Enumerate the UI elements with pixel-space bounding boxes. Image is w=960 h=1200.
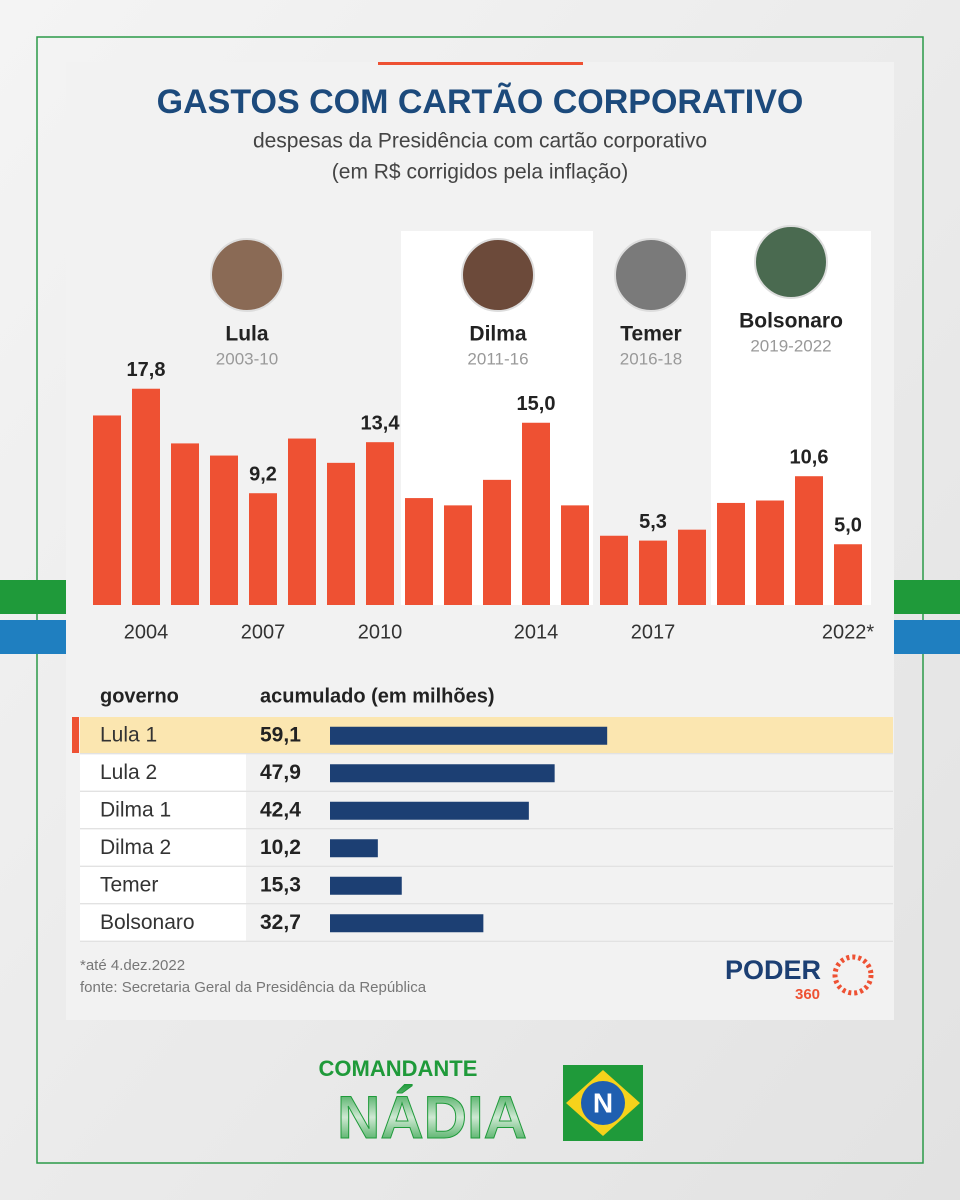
bar bbox=[132, 388, 160, 605]
x-tick-label: 2010 bbox=[358, 621, 403, 643]
plot: Lula 2003-10 Dilma 2011-16 Temer 2016-18 Bolso… bbox=[72, 225, 893, 942]
value-label: 32,7 bbox=[260, 911, 301, 934]
value-label: 10,2 bbox=[260, 836, 301, 859]
value-label: 42,4 bbox=[260, 798, 301, 821]
bar bbox=[330, 839, 378, 858]
bar bbox=[171, 443, 199, 605]
logo: PODER bbox=[725, 955, 821, 985]
value-label: 9,2 bbox=[249, 464, 277, 486]
subtitle: despesas da Presidência com cartão corpo… bbox=[253, 130, 707, 153]
accent bbox=[378, 62, 583, 65]
x-tick-label: 2017 bbox=[631, 621, 676, 643]
president-name: Temer bbox=[620, 323, 681, 346]
value-label: 10,6 bbox=[790, 446, 829, 468]
row-label: Dilma 2 bbox=[100, 836, 171, 859]
x-tick-label: 2014 bbox=[514, 621, 559, 643]
bar bbox=[330, 914, 484, 933]
bar bbox=[330, 764, 555, 783]
bar bbox=[444, 505, 472, 605]
brand-badge: N bbox=[593, 1087, 613, 1118]
bar bbox=[561, 505, 589, 605]
president-name: Bolsonaro bbox=[739, 310, 843, 333]
bar bbox=[330, 876, 402, 895]
name-cell bbox=[80, 754, 246, 791]
logo-mark bbox=[832, 954, 874, 996]
brand-flag bbox=[581, 1081, 625, 1125]
value-label: 5,3 bbox=[639, 511, 667, 533]
value-label: 5,0 bbox=[834, 515, 862, 537]
x-tick-label: 2022* bbox=[822, 621, 874, 643]
row-label: Bolsonaro bbox=[100, 911, 195, 934]
president-photo bbox=[614, 238, 688, 312]
bar bbox=[756, 500, 784, 605]
logo-sub: 360 bbox=[795, 986, 820, 1003]
name-cell bbox=[80, 867, 246, 903]
president-photo bbox=[461, 238, 535, 312]
footnote: *até 4.dez.2022 bbox=[80, 957, 185, 974]
bar bbox=[678, 529, 706, 605]
x-tick-label: 2004 bbox=[124, 621, 169, 643]
bar bbox=[639, 540, 667, 605]
president-photo bbox=[210, 238, 284, 312]
stripe bbox=[0, 620, 70, 654]
stripe bbox=[890, 620, 960, 654]
stripe bbox=[0, 580, 70, 614]
bar bbox=[717, 502, 745, 605]
president-period: 2003-10 bbox=[216, 349, 278, 368]
x-tick-label: 2007 bbox=[241, 621, 286, 643]
bar bbox=[330, 801, 529, 820]
row-label: Lula 1 bbox=[100, 723, 157, 746]
value-label: 17,8 bbox=[127, 359, 166, 381]
subtitle: (em R$ corrigidos pela inflação) bbox=[332, 161, 628, 184]
value-label: 59,1 bbox=[260, 723, 301, 746]
bar bbox=[93, 415, 121, 605]
value-label: 13,4 bbox=[361, 412, 401, 434]
bar bbox=[795, 476, 823, 605]
bar bbox=[330, 726, 608, 745]
row-label: Dilma 1 bbox=[100, 798, 171, 821]
bar bbox=[288, 438, 316, 605]
brand-top: COMANDANTE bbox=[319, 1056, 478, 1081]
name-cell bbox=[80, 829, 246, 866]
row-label: Lula 2 bbox=[100, 761, 157, 784]
brand: NÁDIA bbox=[337, 1084, 527, 1151]
column-header: governo bbox=[100, 685, 179, 707]
president-period: 2016-18 bbox=[620, 349, 682, 368]
chart-title: GASTOS COM CARTÃO CORPORATIVO bbox=[157, 83, 804, 121]
president-period: 2019-2022 bbox=[750, 336, 831, 355]
bar bbox=[522, 422, 550, 605]
bar bbox=[249, 493, 277, 605]
president-photo bbox=[754, 225, 828, 299]
source: fonte: Secretaria Geral da Presidência d… bbox=[80, 979, 427, 996]
bar bbox=[483, 479, 511, 605]
president-period: 2011-16 bbox=[467, 349, 528, 368]
bar bbox=[834, 544, 862, 605]
value-label: 15,3 bbox=[260, 873, 301, 896]
president-name: Lula bbox=[225, 323, 268, 346]
bar bbox=[210, 455, 238, 605]
column-header: acumulado (em milhões) bbox=[260, 685, 495, 707]
president-name: Dilma bbox=[469, 323, 527, 346]
row-marker bbox=[72, 717, 79, 753]
bar bbox=[405, 498, 433, 605]
value-label: 15,0 bbox=[517, 393, 556, 415]
bar bbox=[366, 442, 394, 605]
name-cell bbox=[80, 792, 246, 828]
bar bbox=[327, 462, 355, 605]
stripe bbox=[890, 580, 960, 614]
name-cell bbox=[80, 904, 246, 941]
row-label: Temer bbox=[100, 873, 158, 896]
bar bbox=[600, 535, 628, 605]
value-label: 47,9 bbox=[260, 761, 301, 784]
